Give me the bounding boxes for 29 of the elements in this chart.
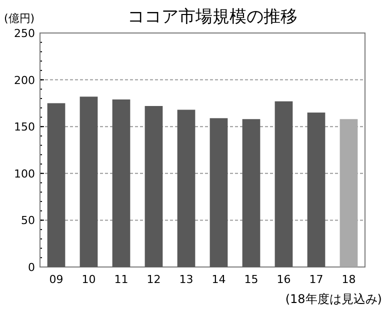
bar [210, 118, 228, 267]
x-tick-label: 09 [49, 273, 64, 286]
x-tick-label: 12 [146, 273, 161, 286]
bar [274, 101, 293, 267]
y-tick-label: 50 [21, 214, 35, 228]
y-tick-label: 100 [14, 167, 35, 180]
chart-title: ココア市場規模の推移 [128, 7, 298, 27]
bar [177, 110, 196, 267]
x-tick-label: 13 [179, 273, 194, 286]
bar [144, 106, 163, 267]
bar [340, 119, 358, 267]
x-tick-label: 15 [244, 273, 258, 286]
y-tick-label: 150 [14, 120, 35, 134]
bar [80, 96, 98, 267]
bar [112, 99, 130, 267]
y-tick-label: 0 [28, 261, 35, 274]
x-tick-label: 14 [212, 273, 226, 286]
y-axis-title: (億円) [4, 12, 35, 25]
text: (18年度は見込み) [285, 292, 382, 306]
x-tick-label: 18 [342, 273, 356, 286]
x-tick-label: 16 [276, 273, 291, 286]
y-tick-label: 200 [14, 74, 35, 87]
x-tick-label: 11 [114, 273, 128, 286]
y-tick-label: 250 [14, 27, 35, 40]
x-tick-label: 17 [309, 273, 324, 286]
bar [242, 119, 260, 267]
bar [47, 103, 66, 267]
x-tick-label: 10 [82, 273, 96, 286]
bar [307, 112, 326, 267]
